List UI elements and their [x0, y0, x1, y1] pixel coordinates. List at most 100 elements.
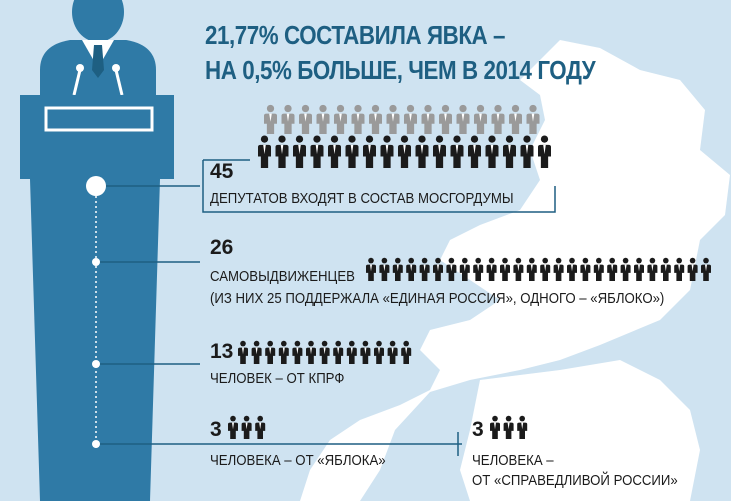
- person-icon: [281, 104, 295, 134]
- person-icon: [490, 415, 500, 439]
- person-icon: [456, 104, 470, 134]
- item-3-sr-caption: ЧЕЛОВЕКА –: [472, 452, 554, 469]
- people-icons: [490, 415, 528, 439]
- person-icon: [386, 104, 400, 134]
- person-icon: [538, 135, 551, 168]
- item-45-number: 45: [210, 160, 234, 183]
- item-3-sr-caption-detail: ОТ «СПРАВЕДЛИВОЙ РОССИИ»: [472, 472, 678, 489]
- person-icon: [520, 135, 534, 168]
- person-icon: [687, 257, 698, 281]
- person-icon: [415, 135, 429, 168]
- speaker-at-podium-icon: [20, 0, 200, 501]
- title-line-1: 21,77% СОСТАВИЛА ЯВКА –: [205, 20, 506, 50]
- person-icon: [446, 257, 457, 281]
- person-icon: [299, 104, 312, 134]
- person-icon: [238, 340, 248, 364]
- person-icon: [647, 257, 658, 281]
- person-icon: [292, 340, 303, 364]
- person-icon: [328, 135, 341, 168]
- person-icon: [241, 415, 252, 439]
- person-icon: [334, 104, 347, 134]
- person-icon: [369, 104, 382, 134]
- person-icon: [503, 135, 516, 168]
- person-icon: [310, 135, 324, 168]
- person-icon: [567, 257, 577, 281]
- people-icons: [258, 104, 551, 168]
- map-shape-lower: [460, 360, 700, 501]
- person-icon: [593, 257, 604, 281]
- person-icon: [503, 415, 514, 439]
- person-icon: [553, 257, 564, 281]
- people-group-45: [258, 104, 558, 174]
- people-icons: [238, 340, 412, 364]
- person-icon: [387, 340, 398, 364]
- people-group-13: [238, 340, 428, 370]
- person-icon: [468, 135, 481, 168]
- item-26-caption-detail: (ИЗ НИХ 25 ПОДДЕРЖАЛА «ЕДИНАЯ РОССИЯ», О…: [210, 290, 665, 307]
- person-icon: [439, 104, 452, 134]
- person-icon: [360, 340, 371, 364]
- person-icon: [380, 135, 394, 168]
- item-3-yabloko-number: 3: [210, 418, 222, 441]
- person-icon: [379, 257, 390, 281]
- person-icon: [293, 135, 306, 168]
- person-icon: [540, 257, 551, 281]
- person-icon: [319, 340, 330, 364]
- person-icon: [660, 257, 671, 281]
- person-icon: [404, 104, 417, 134]
- people-group-26: [366, 257, 726, 287]
- person-icon: [459, 257, 470, 281]
- person-icon: [406, 257, 417, 281]
- title-line-2: НА 0,5% БОЛЬШЕ, ЧЕМ В 2014 ГОДУ: [205, 55, 596, 85]
- person-icon: [374, 340, 384, 364]
- person-icon: [474, 104, 487, 134]
- person-icon: [306, 340, 316, 364]
- person-icon: [421, 104, 435, 134]
- person-icon: [433, 135, 446, 168]
- person-icon: [275, 135, 289, 168]
- person-icon: [580, 257, 591, 281]
- item-3-yabloko-caption: ЧЕЛОВЕКА – ОТ «ЯБЛОКА»: [210, 452, 386, 469]
- person-icon: [526, 257, 537, 281]
- person-icon: [513, 257, 524, 281]
- person-icon: [485, 135, 499, 168]
- person-icon: [265, 340, 276, 364]
- item-13-number: 13: [210, 340, 234, 363]
- person-icon: [473, 257, 484, 281]
- person-icon: [607, 257, 618, 281]
- person-icon: [433, 257, 443, 281]
- person-icon: [526, 104, 540, 134]
- item-45-caption: ДЕПУТАТОВ ВХОДЯТ В СОСТАВ МОСГОРДУМЫ: [210, 190, 514, 207]
- person-icon: [620, 257, 631, 281]
- person-icon: [251, 340, 262, 364]
- item-13-caption: ЧЕЛОВЕК – ОТ КПРФ: [210, 370, 345, 387]
- people-group-3-yabloko: [228, 415, 278, 445]
- person-icon: [366, 257, 376, 281]
- person-icon: [346, 340, 357, 364]
- person-icon: [333, 340, 344, 364]
- person-icon: [486, 257, 497, 281]
- person-icon: [258, 135, 271, 168]
- person-icon: [419, 257, 430, 281]
- person-icon: [401, 340, 412, 364]
- person-icon: [674, 257, 685, 281]
- person-icon: [264, 104, 277, 134]
- person-icon: [701, 257, 711, 281]
- person-icon: [278, 340, 289, 364]
- person-icon: [345, 135, 359, 168]
- people-icons: [228, 415, 266, 439]
- people-icons: [366, 257, 711, 281]
- person-icon: [363, 135, 376, 168]
- person-icon: [255, 415, 266, 439]
- item-26-caption: САМОВЫДВИЖЕНЦЕВ: [210, 268, 355, 285]
- person-icon: [509, 104, 522, 134]
- person-icon: [351, 104, 365, 134]
- person-icon: [228, 415, 238, 439]
- person-icon: [316, 104, 330, 134]
- person-icon: [491, 104, 505, 134]
- person-icon: [398, 135, 411, 168]
- person-icon: [450, 135, 464, 168]
- person-icon: [517, 415, 528, 439]
- person-icon: [392, 257, 403, 281]
